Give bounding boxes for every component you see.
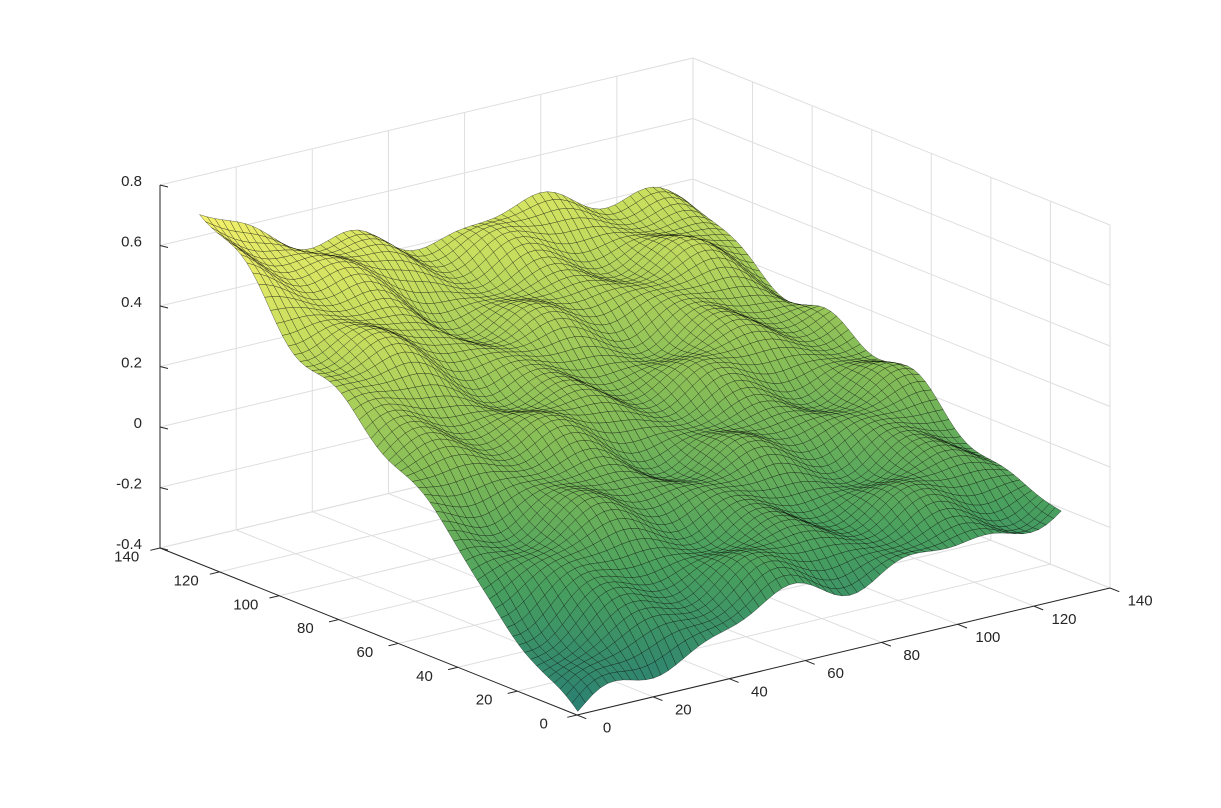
y-tick-mark (389, 643, 399, 645)
z-tick-label: 0.2 (121, 354, 142, 371)
y-tick-mark (329, 620, 339, 622)
x-tick-mark (653, 697, 662, 701)
x-tick-mark (805, 661, 814, 665)
x-tick-mark (1110, 588, 1119, 592)
y-tick-mark (210, 572, 220, 574)
surface-mesh (200, 187, 1062, 711)
z-tick-mark (160, 427, 168, 429)
x-tick-mark (1034, 606, 1043, 610)
z-tick-mark (160, 246, 168, 248)
y-tick-mark (567, 715, 577, 717)
y-tick-label: 120 (174, 572, 199, 589)
y-tick-mark (448, 667, 458, 669)
x-tick-label: 80 (903, 647, 920, 664)
y-tick-label: 80 (297, 620, 314, 637)
x-tick-mark (882, 642, 891, 646)
side-wall-grid-line-z (693, 58, 1110, 225)
y-tick-label: 40 (416, 668, 433, 685)
y-tick-mark (269, 596, 279, 598)
y-tick-label: 20 (476, 692, 493, 709)
x-tick-mark (729, 679, 738, 683)
x-tick-label: 140 (1128, 593, 1153, 610)
z-tick-label: 0.8 (121, 173, 142, 190)
z-tick-label: -0.4 (116, 536, 142, 553)
z-tick-label: 0.4 (121, 294, 142, 311)
y-tick-mark (150, 548, 160, 550)
x-tick-label: 0 (603, 720, 611, 737)
back-wall-grid-line-z (160, 58, 693, 185)
x-tick-label: 120 (1051, 611, 1076, 628)
z-tick-mark (160, 185, 168, 187)
side-wall-grid-line-z (693, 119, 1110, 286)
x-tick-mark (958, 624, 967, 628)
x-tick-label: 100 (975, 629, 1000, 646)
z-tick-label: -0.2 (116, 475, 142, 492)
y-tick-label: 60 (357, 644, 374, 661)
x-tick-label: 40 (751, 683, 768, 700)
z-tick-mark (160, 306, 168, 308)
z-tick-label: 0.6 (121, 233, 142, 250)
x-tick-label: 20 (675, 701, 692, 718)
y-tick-label: 100 (233, 596, 258, 613)
y-tick-label: 0 (540, 716, 548, 733)
y-tick-mark (508, 691, 518, 693)
x-tick-mark (577, 715, 586, 719)
z-tick-mark (160, 488, 168, 490)
z-tick-label: 0 (134, 415, 142, 432)
x-tick-label: 60 (827, 665, 844, 682)
z-tick-mark (160, 367, 168, 369)
